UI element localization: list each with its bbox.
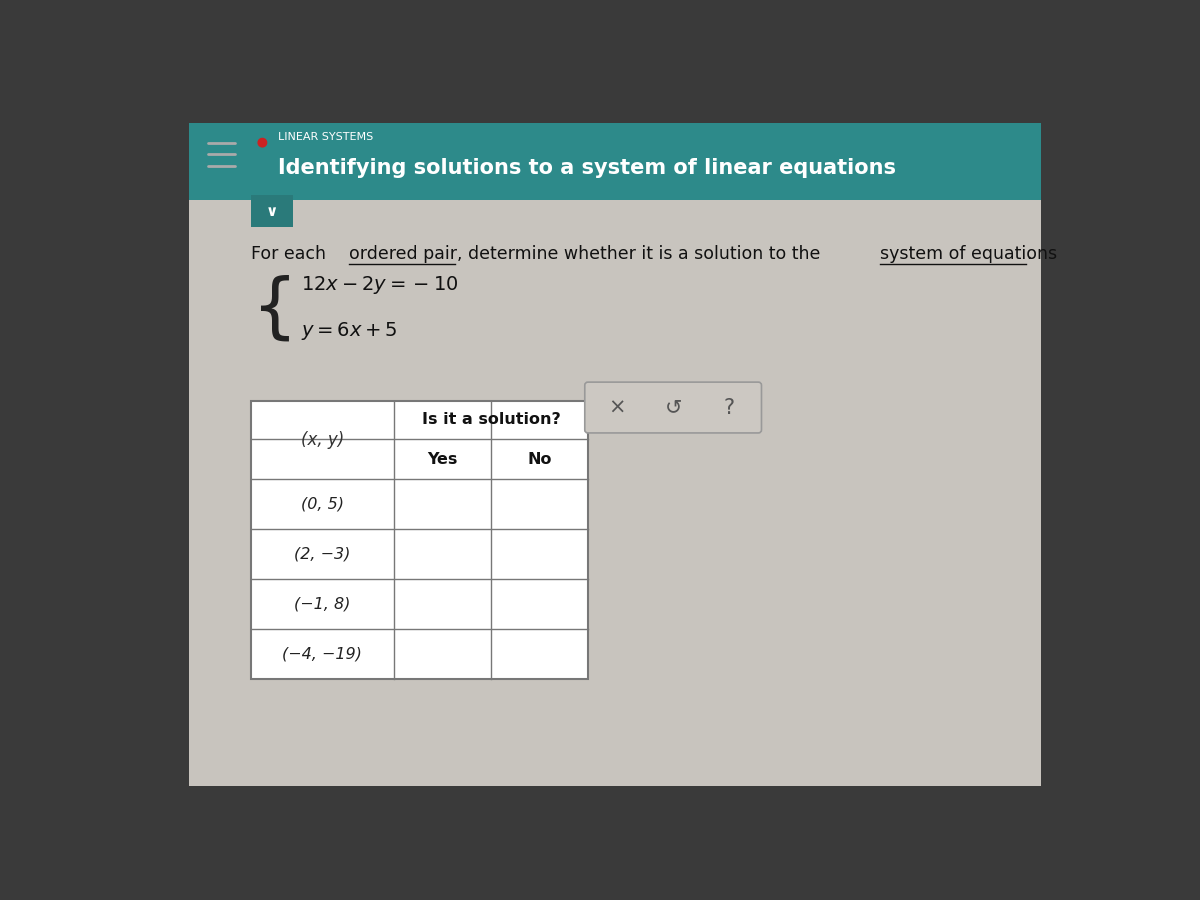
Text: $12x-2y=-10$: $12x-2y=-10$ xyxy=(301,274,458,296)
Text: (−1, 8): (−1, 8) xyxy=(294,597,350,612)
FancyBboxPatch shape xyxy=(251,195,293,228)
Text: ×: × xyxy=(608,398,626,418)
FancyBboxPatch shape xyxy=(188,123,1042,786)
Text: (0, 5): (0, 5) xyxy=(301,497,344,512)
Text: Is it a solution?: Is it a solution? xyxy=(421,412,560,427)
Text: .: . xyxy=(1026,246,1032,264)
FancyBboxPatch shape xyxy=(150,108,1080,801)
Text: (2, −3): (2, −3) xyxy=(294,546,350,562)
Text: ∨: ∨ xyxy=(266,203,278,219)
Text: $\{$: $\{$ xyxy=(251,274,289,343)
Text: , determine whether it is a solution to the: , determine whether it is a solution to … xyxy=(457,246,821,264)
Text: LINEAR SYSTEMS: LINEAR SYSTEMS xyxy=(278,132,373,142)
FancyBboxPatch shape xyxy=(584,382,762,433)
Text: (−4, −19): (−4, −19) xyxy=(282,647,362,662)
FancyBboxPatch shape xyxy=(251,400,588,680)
FancyBboxPatch shape xyxy=(188,123,1042,201)
Circle shape xyxy=(258,139,266,147)
Text: $y=6x+5$: $y=6x+5$ xyxy=(301,320,397,342)
Text: For each: For each xyxy=(251,246,331,264)
Text: ↺: ↺ xyxy=(665,398,682,418)
Text: Yes: Yes xyxy=(427,452,457,466)
Text: No: No xyxy=(527,452,552,466)
Text: Identifying solutions to a system of linear equations: Identifying solutions to a system of lin… xyxy=(278,158,896,178)
Text: system of equations: system of equations xyxy=(880,246,1057,264)
Text: ?: ? xyxy=(724,398,734,418)
Text: ordered pair: ordered pair xyxy=(349,246,457,264)
Text: (x, y): (x, y) xyxy=(301,431,344,449)
